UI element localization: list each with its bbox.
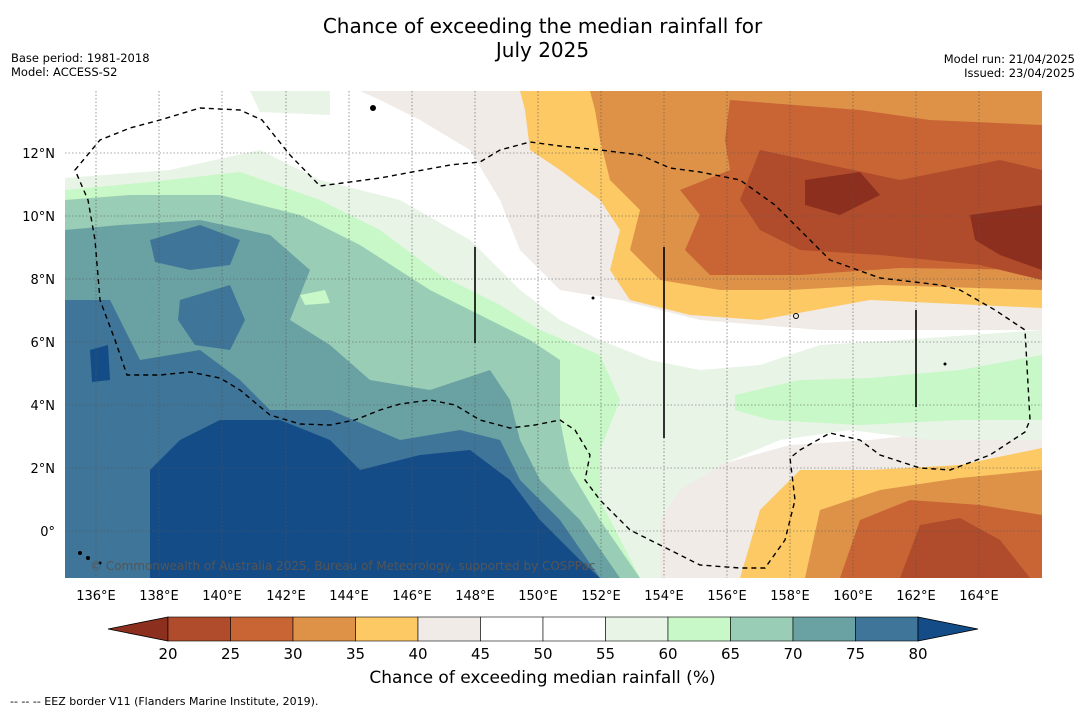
colorbar-segment: [792, 616, 856, 642]
field-below-20-north: [805, 172, 880, 215]
colorbar-tick: 45: [471, 645, 490, 663]
field-60-65-east: [735, 355, 1042, 425]
colorbar-tick: 25: [221, 645, 240, 663]
longitude-tick-labels: 136°E 138°E 140°E 142°E 144°E 146°E 148°…: [76, 589, 999, 604]
model-info: Base period: 1981-2018 Model: ACCESS-S2: [11, 51, 150, 79]
colorbar-tick: 60: [658, 645, 677, 663]
colorbar-tick: 65: [721, 645, 740, 663]
colorbar-segment: [355, 616, 419, 642]
colorbar: [107, 616, 979, 642]
title-line-2: July 2025: [495, 38, 590, 62]
colorbar-segment: [605, 616, 669, 642]
lon-tick: 162°E: [896, 589, 936, 604]
lon-tick: 148°E: [455, 589, 495, 604]
colorbar-tick: 75: [846, 645, 865, 663]
colorbar-segment: [230, 616, 294, 642]
colorbar-segment: [855, 616, 919, 642]
lat-tick: 8°N: [31, 273, 56, 288]
lon-tick: 150°E: [518, 589, 558, 604]
lon-tick: 140°E: [202, 589, 242, 604]
model-run: Model run: 21/04/2025: [943, 52, 1075, 66]
run-info: Model run: 21/04/2025 Issued: 23/04/2025: [944, 52, 1075, 80]
lon-tick: 142°E: [266, 589, 306, 604]
model-name: Model: ACCESS-S2: [11, 65, 118, 79]
colorbar-tick: 70: [783, 645, 802, 663]
colorbar-segment: [730, 616, 794, 642]
colorbar-tick: 55: [596, 645, 615, 663]
lat-tick: 12°N: [22, 147, 55, 162]
lat-tick: 0°: [40, 525, 55, 540]
region-divider-lines: [474, 247, 917, 438]
base-period: Base period: 1981-2018: [11, 51, 150, 65]
islands: [78, 105, 947, 565]
colorbar-tick-labels: 20 25 30 35 40 45 50 55 60 65 70 75 80: [158, 645, 927, 663]
lon-tick: 146°E: [392, 589, 432, 604]
lon-tick: 160°E: [833, 589, 873, 604]
colorbar-segment: [167, 616, 231, 642]
lon-tick: 156°E: [707, 589, 747, 604]
colorbar-segment: [292, 616, 356, 642]
colorbar-segment: [667, 616, 731, 642]
colorbar-tick: 35: [346, 645, 365, 663]
colorbar-tick: 50: [533, 645, 552, 663]
field-75-80-north: [150, 225, 240, 270]
eez-border: [74, 107, 1031, 569]
latitude-tick-labels: 12°N 10°N 8°N 6°N 4°N 2°N 0°: [22, 147, 55, 540]
issued-date: Issued: 23/04/2025: [964, 66, 1075, 80]
copyright-notice: © Commonwealth of Australia 2025, Bureau…: [90, 559, 595, 573]
lon-tick: 158°E: [770, 589, 810, 604]
field-above-80-west: [90, 345, 110, 382]
lat-tick: 4°N: [31, 399, 56, 414]
map-title: Chance of exceeding the median rainfall …: [0, 14, 1085, 62]
colorbar-label: Chance of exceeding median rainfall (%): [369, 668, 716, 688]
lon-tick: 138°E: [139, 589, 179, 604]
field-60-65-patch: [300, 290, 330, 305]
title-line-1: Chance of exceeding the median rainfall …: [322, 14, 763, 38]
colorbar-extension-low: [107, 616, 169, 642]
colorbar-tick: 20: [158, 645, 177, 663]
colorbar-segment: [542, 616, 606, 642]
lat-tick: 10°N: [22, 210, 55, 225]
eez-footnote: -- -- -- EEZ border V11 (Flanders Marine…: [10, 695, 319, 708]
colorbar-segment: [417, 616, 481, 642]
colorbar-segment: [480, 616, 544, 642]
field-75-80-mid: [178, 285, 245, 350]
colorbar-tick: 40: [408, 645, 427, 663]
lat-tick: 2°N: [31, 462, 56, 477]
rainfall-fields: © Commonwealth of Australia 2025, Bureau…: [65, 91, 1042, 578]
field-55-60-patch: [250, 91, 330, 115]
lat-tick: 6°N: [31, 336, 56, 351]
colorbar-extension-high: [917, 616, 979, 642]
field-20-25-south: [900, 518, 1030, 578]
colorbar-tick: 80: [908, 645, 927, 663]
lon-tick: 164°E: [959, 589, 999, 604]
lon-tick: 136°E: [76, 589, 116, 604]
colorbar-tick: 30: [283, 645, 302, 663]
field-below-20-east: [970, 205, 1042, 270]
lon-tick: 154°E: [644, 589, 684, 604]
field-above-80: [150, 420, 600, 578]
lon-tick: 144°E: [329, 589, 369, 604]
lon-tick: 152°E: [581, 589, 621, 604]
